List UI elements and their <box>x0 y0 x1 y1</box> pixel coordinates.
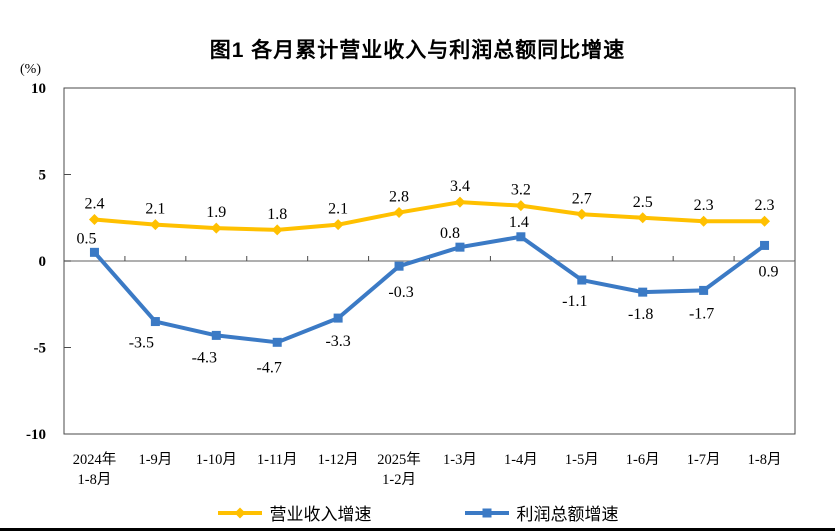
revenue-growth-value-label: 2.1 <box>145 201 165 218</box>
profit-growth-point-marker <box>211 330 221 340</box>
profit-growth-value-label: 1.4 <box>509 214 529 231</box>
profit-growth-point-marker <box>394 261 404 271</box>
profit-growth-value-label: -0.3 <box>388 284 413 301</box>
revenue-growth-point-marker <box>210 222 222 234</box>
profit-growth-line <box>92 234 767 345</box>
profit-growth-value-label: -3.5 <box>129 335 154 352</box>
y-axis-label: 5 <box>39 168 47 184</box>
profit-growth-point-marker <box>333 313 343 323</box>
x-axis-label: 1-5月 <box>565 452 599 468</box>
revenue-growth-value-label: 1.8 <box>267 206 287 223</box>
x-axis-label: 1-9月 <box>138 452 172 468</box>
profit-growth-value-label: -4.3 <box>192 349 217 366</box>
revenue-growth-value-label: 2.7 <box>572 190 592 207</box>
revenue-growth-value-label: 3.2 <box>511 182 531 199</box>
x-axis-label: 1-7月 <box>687 452 721 468</box>
profit-growth-point-marker <box>89 247 99 257</box>
legend-item-revenue-growth: 营业收入增速 <box>217 500 372 525</box>
x-axis-label: 1-12月 <box>318 452 359 468</box>
profit-growth-value-label: 0.5 <box>76 230 96 247</box>
legend-label: 利润总额增速 <box>516 505 619 524</box>
profit-growth-point-marker <box>150 317 160 327</box>
x-axis-label: 1-3月 <box>443 452 477 468</box>
x-axis-label: 1-10月 <box>196 452 237 468</box>
profit-growth-point-marker <box>272 337 282 347</box>
profit-growth-point-marker <box>577 275 587 285</box>
revenue-growth-value-label: 2.4 <box>84 195 104 212</box>
revenue-growth-value-label: 2.8 <box>389 189 409 206</box>
x-axis-label: 1-8月 <box>748 452 782 468</box>
legend-item-profit-growth: 利润总额增速 <box>464 500 619 525</box>
profit-growth-value-label: -1.8 <box>628 306 653 323</box>
revenue-growth-value-label: 2.1 <box>328 201 348 218</box>
revenue-growth-point-marker <box>698 215 710 227</box>
x-axis-label: 1-11月 <box>257 452 298 468</box>
profit-growth-value-label: 0.9 <box>759 263 779 280</box>
revenue-growth-point-marker <box>759 215 771 227</box>
profit-growth-point-marker <box>455 242 465 252</box>
revenue-growth-point-marker <box>576 208 588 220</box>
revenue-growth-point-marker <box>332 219 344 231</box>
y-axis-unit-label: (%) <box>20 62 41 77</box>
revenue-growth-point-marker <box>149 219 161 231</box>
profit-growth-point-marker <box>638 287 648 297</box>
x-axis-label: 2024年 <box>73 451 117 468</box>
profit-growth-value-label: -1.7 <box>689 305 714 322</box>
profit-growth-value-label: 0.8 <box>440 225 460 242</box>
revenue-growth-value-label: 2.3 <box>755 197 775 214</box>
revenue-growth-value-label: 3.4 <box>450 178 470 195</box>
profit-growth-legend-swatch-icon <box>464 508 509 517</box>
revenue-growth-point-marker <box>637 212 649 224</box>
revenue-growth-point-marker <box>515 200 527 212</box>
x-axis-label: 1-6月 <box>626 452 660 468</box>
profit-growth-point-marker <box>516 232 526 242</box>
profit-growth-value-label: -1.1 <box>562 293 587 310</box>
revenue-growth-legend-swatch-icon <box>217 507 262 518</box>
revenue-growth-point-marker <box>393 207 405 219</box>
revenue-growth-value-label: 1.9 <box>206 204 226 221</box>
y-axis-label: -10 <box>26 427 46 443</box>
y-axis-label: 0 <box>39 254 47 270</box>
revenue-growth-point-marker <box>88 213 100 225</box>
revenue-growth-value-label: 2.5 <box>633 194 653 211</box>
y-axis-label: -5 <box>34 341 47 357</box>
plot-area: 10 5 0 -5 -10 2024年 1-8月 1-9月 1-10月 1-11月 1-12月 202… <box>26 81 796 488</box>
revenue-growth-value-label: 2.3 <box>694 197 714 214</box>
profit-growth-value-label: -4.7 <box>257 359 282 376</box>
x-axis-label: 1-2月 <box>382 472 416 488</box>
revenue-growth-point-marker <box>454 196 466 208</box>
profit-growth-point-marker <box>760 240 770 250</box>
bottom-border-line <box>0 528 835 531</box>
x-axis-label: 2025年 <box>377 451 421 468</box>
x-axis-label: 1-8月 <box>78 472 112 488</box>
revenue-growth-point-marker <box>271 224 283 236</box>
chart-title: 图1 各月累计营业收入与利润总额同比增速 <box>209 39 626 62</box>
x-axis-label: 1-4月 <box>504 452 538 468</box>
y-axis-label: 10 <box>31 81 46 97</box>
legend: 营业收入增速 利润总额增速 <box>0 500 835 525</box>
legend-label: 营业收入增速 <box>269 505 372 524</box>
revenue-growth-line <box>92 200 767 232</box>
profit-growth-point-marker <box>699 285 709 295</box>
profit-growth-value-label: -3.3 <box>325 333 350 350</box>
